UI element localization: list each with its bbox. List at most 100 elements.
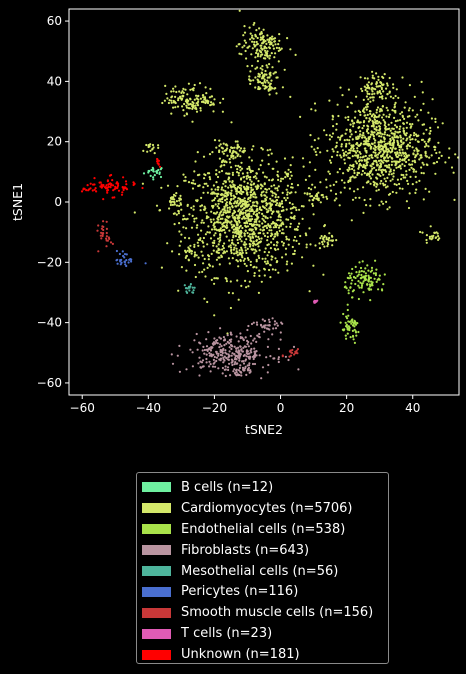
scatter-point: [170, 112, 173, 115]
scatter-point: [294, 206, 297, 209]
scatter-point: [173, 203, 176, 206]
scatter-point: [322, 196, 325, 199]
scatter-point: [193, 255, 196, 258]
y-tick-label: −20: [37, 255, 62, 269]
scatter-point: [211, 151, 214, 154]
scatter-point: [394, 151, 397, 154]
scatter-point: [262, 171, 265, 174]
scatter-point: [378, 145, 381, 148]
scatter-point: [259, 67, 262, 70]
scatter-point: [266, 149, 269, 152]
scatter-point: [391, 178, 394, 181]
scatter-point: [369, 112, 372, 115]
scatter-point: [197, 362, 200, 365]
scatter-point: [276, 224, 279, 227]
scatter-point: [187, 99, 190, 102]
scatter-point: [265, 191, 268, 194]
scatter-point: [210, 95, 214, 98]
scatter-point: [407, 154, 410, 157]
scatter-point: [184, 179, 187, 182]
scatter-point: [372, 272, 375, 275]
scatter-point: [266, 79, 269, 82]
scatter-point: [290, 191, 293, 194]
scatter-point: [121, 191, 124, 194]
scatter-point: [355, 151, 358, 154]
scatter-point: [248, 233, 251, 236]
scatter-point: [389, 129, 392, 132]
scatter-point: [245, 220, 248, 223]
scatter-point: [430, 154, 433, 157]
scatter-point: [225, 224, 228, 227]
scatter-point: [278, 33, 281, 36]
scatter-point: [208, 263, 211, 266]
scatter-point: [192, 291, 195, 294]
scatter-point: [361, 169, 364, 173]
scatter-point: [203, 205, 206, 208]
scatter-point: [201, 270, 204, 273]
scatter-point: [204, 86, 207, 89]
scatter-point: [239, 147, 243, 150]
scatter-point: [362, 211, 365, 214]
scatter-point: [220, 210, 223, 213]
scatter-point: [245, 213, 248, 217]
scatter-point: [253, 362, 257, 366]
scatter-point: [375, 108, 378, 111]
scatter-point: [363, 198, 366, 202]
scatter-point: [269, 71, 272, 74]
scatter-point: [245, 373, 248, 376]
scatter-point: [261, 42, 264, 45]
scatter-point: [197, 95, 200, 98]
scatter-point: [411, 138, 414, 141]
scatter-point: [363, 120, 366, 123]
scatter-point: [384, 150, 387, 153]
scatter-point: [200, 196, 203, 199]
scatter-point: [264, 198, 268, 202]
x-tick-label: −40: [136, 401, 161, 415]
scatter-point: [238, 249, 241, 252]
scatter-point: [174, 106, 177, 109]
scatter-point: [277, 215, 280, 218]
scatter-point: [123, 253, 127, 256]
scatter-point: [191, 106, 195, 109]
scatter-point: [310, 145, 313, 148]
scatter-point: [279, 331, 282, 334]
scatter-point: [269, 355, 272, 358]
scatter-point: [238, 356, 241, 359]
scatter-point: [159, 168, 162, 171]
scatter-point: [346, 317, 349, 320]
scatter-point: [380, 135, 383, 138]
scatter-point: [195, 97, 199, 100]
scatter-point: [347, 152, 350, 155]
scatter-point: [101, 233, 104, 236]
scatter-point: [373, 141, 376, 144]
scatter-point: [215, 181, 218, 184]
scatter-point: [116, 262, 119, 265]
scatter-point: [175, 204, 179, 207]
scatter-point: [234, 200, 237, 203]
scatter-point: [254, 175, 257, 178]
scatter-point: [308, 192, 311, 195]
scatter-point: [271, 317, 274, 320]
scatter-point: [235, 369, 238, 372]
scatter-point: [257, 85, 260, 89]
scatter-point: [111, 184, 115, 187]
scatter-point: [268, 43, 272, 46]
scatter-point: [351, 144, 355, 147]
scatter-point: [302, 165, 305, 168]
scatter-point: [255, 29, 258, 32]
scatter-point: [354, 176, 357, 179]
scatter-point: [405, 154, 408, 157]
scatter-point: [122, 176, 125, 179]
scatter-point: [231, 239, 234, 242]
scatter-point: [393, 136, 396, 139]
scatter-point: [179, 240, 182, 243]
scatter-point: [266, 235, 269, 238]
scatter-point: [166, 97, 169, 100]
scatter-point: [392, 127, 395, 130]
scatter-point: [176, 105, 180, 108]
scatter-point: [183, 114, 186, 117]
scatter-point: [289, 48, 292, 51]
scatter-point: [384, 156, 387, 159]
scatter-point: [266, 211, 269, 214]
scatter-point: [398, 130, 401, 133]
